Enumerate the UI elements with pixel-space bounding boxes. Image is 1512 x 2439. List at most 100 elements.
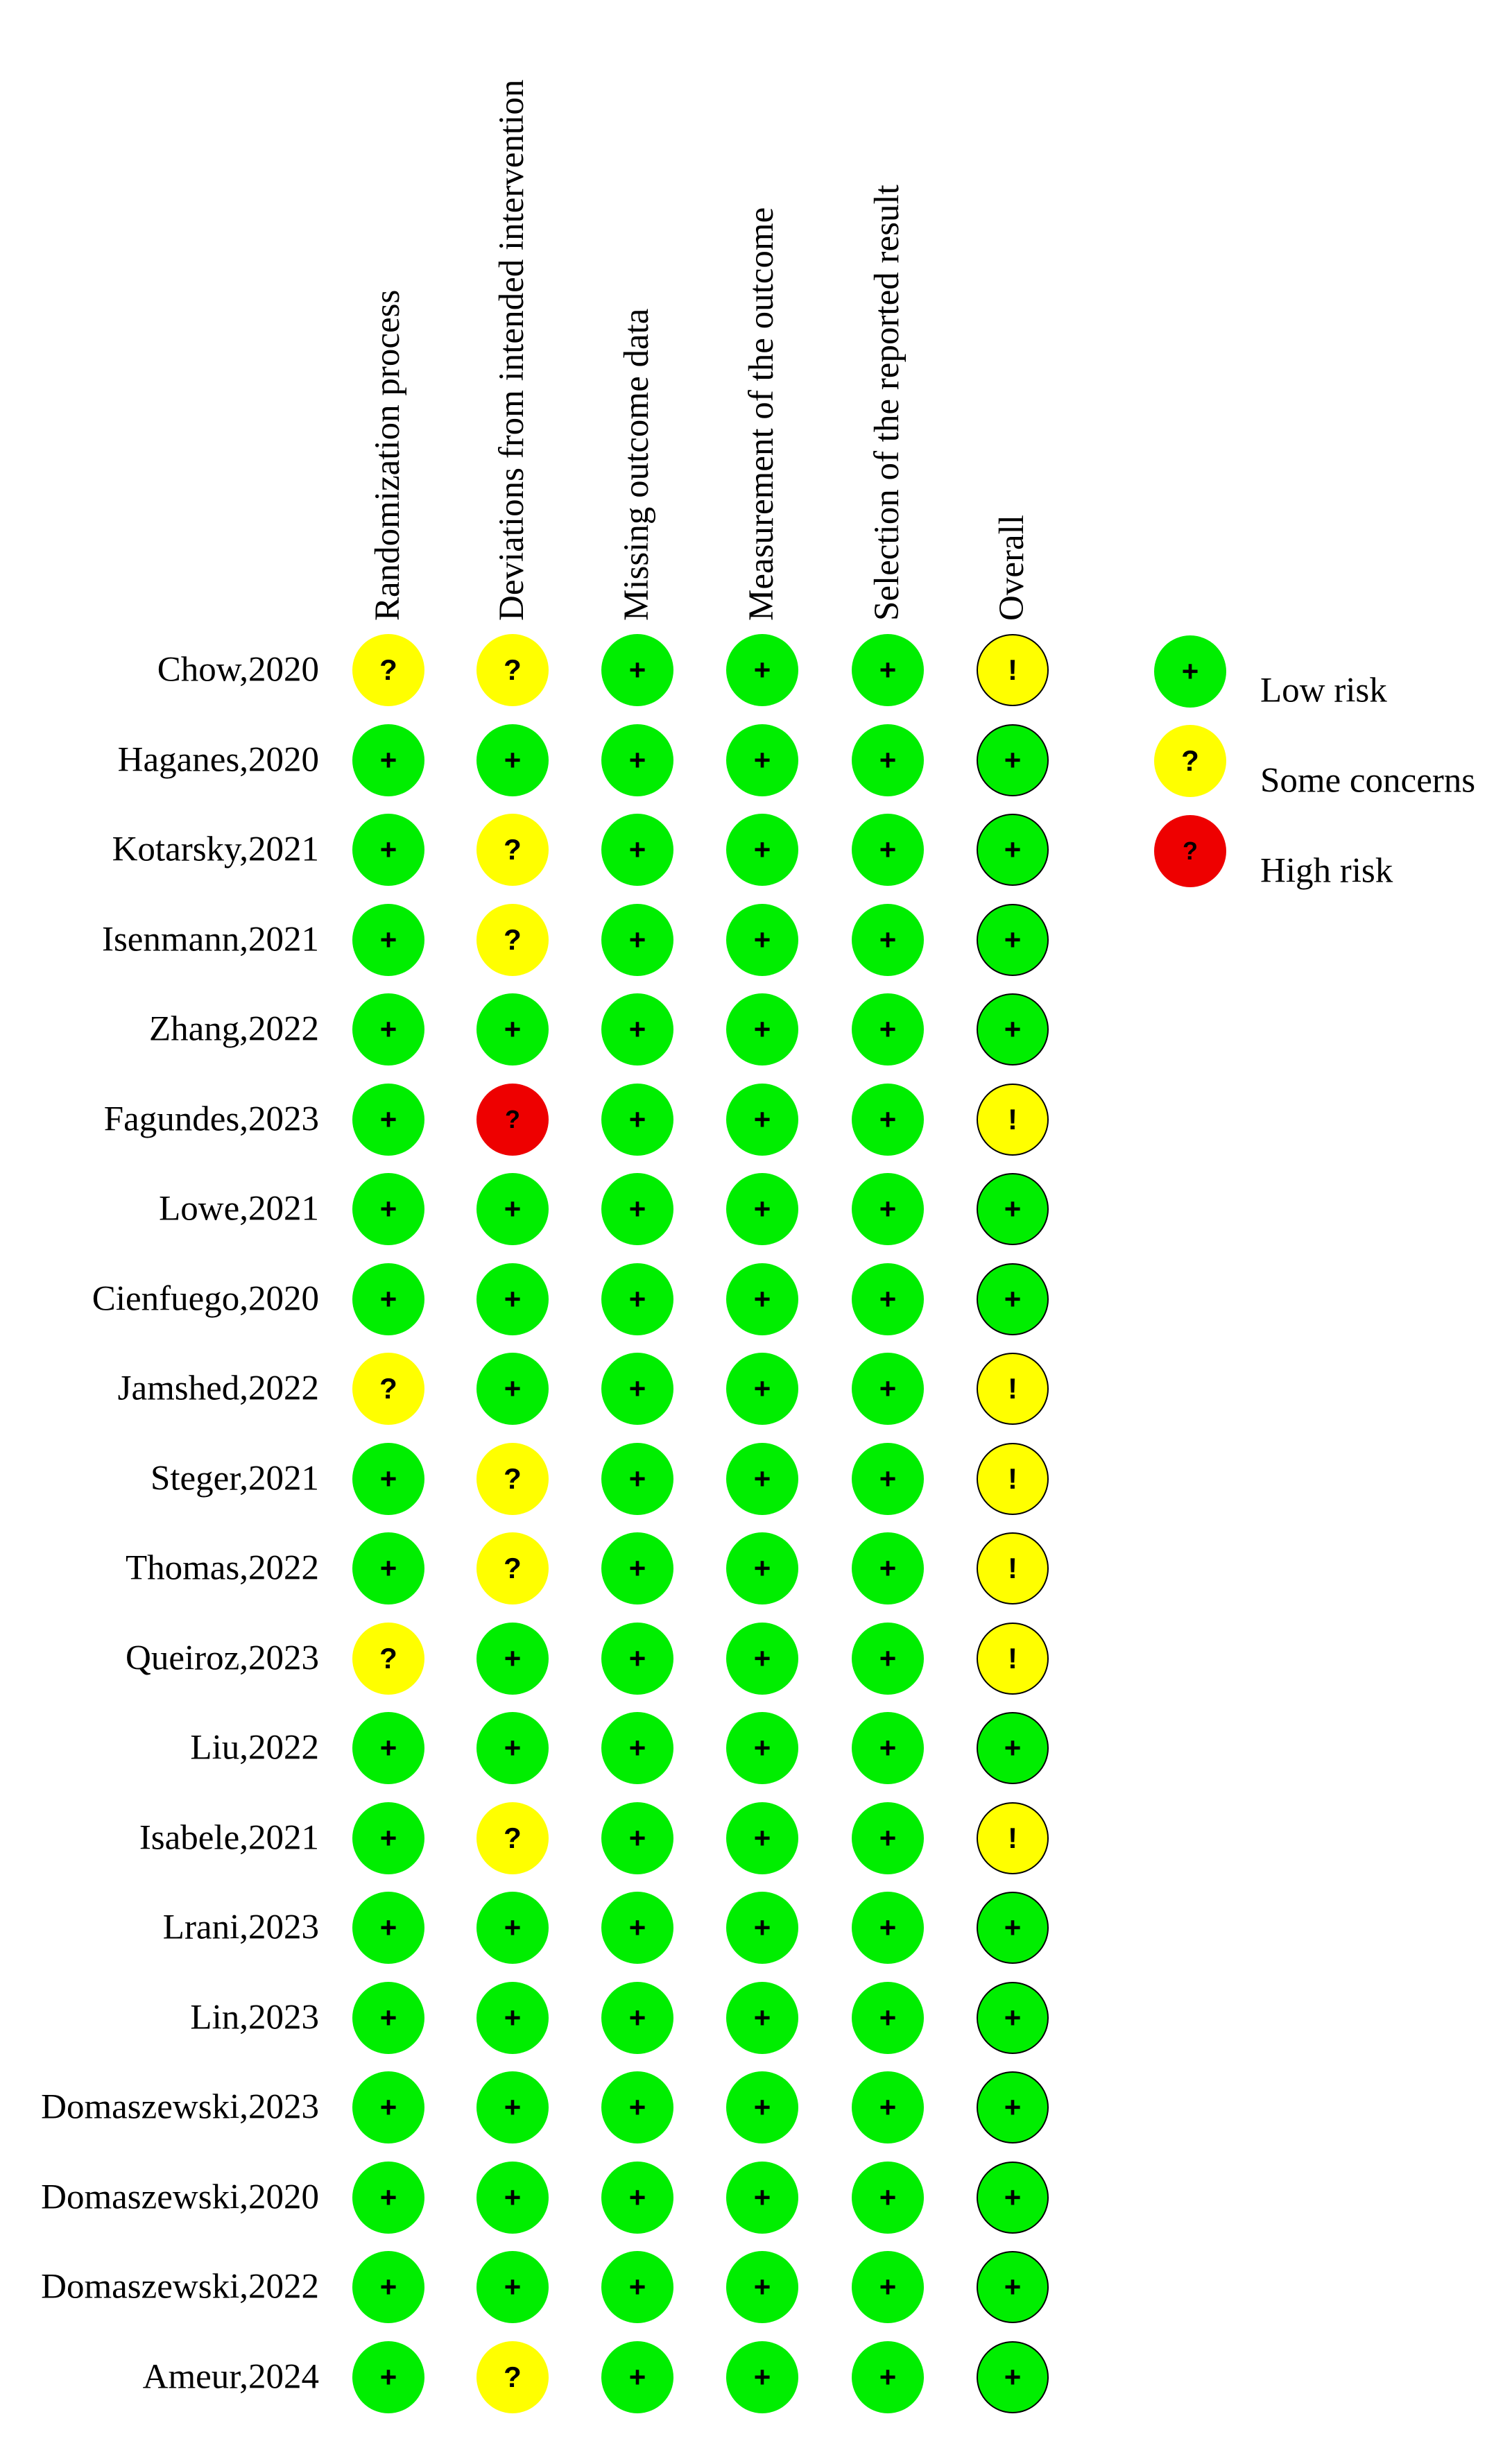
study-label: Lrani,2023 — [162, 1908, 319, 1947]
judgement-low-icon: + — [726, 1353, 798, 1425]
judgement-low-icon: + — [352, 814, 424, 886]
judgement-low-icon: + — [352, 1083, 424, 1156]
judgement-some-icon: ? — [352, 1622, 424, 1695]
judgement-low-icon: + — [352, 2340, 424, 2413]
judgement-low-icon: + — [852, 814, 924, 886]
legend-label: Low risk — [1260, 671, 1387, 710]
judgement-low-icon: + — [726, 724, 798, 796]
judgement-low-icon: + — [601, 1712, 673, 1784]
judgement-low-icon: + — [352, 2251, 424, 2323]
judgement-low-icon: + — [601, 1622, 673, 1695]
judgement-low-icon: + — [476, 993, 549, 1066]
judgement-low-icon: + — [601, 993, 673, 1066]
study-label: Liu,2022 — [190, 1728, 319, 1768]
judgement-low-icon: + — [476, 1263, 549, 1335]
judgement-some-icon: ! — [977, 1532, 1049, 1604]
judgement-low-icon: + — [601, 1532, 673, 1604]
judgement-some-icon: ! — [977, 634, 1049, 706]
judgement-low-icon: + — [601, 1083, 673, 1156]
judgement-high-icon: ? — [476, 1083, 549, 1156]
judgement-low-icon: + — [726, 2161, 798, 2234]
study-label: Queiroz,2023 — [125, 1638, 319, 1677]
judgement-low-icon: + — [726, 1083, 798, 1156]
judgement-low-icon: + — [852, 1802, 924, 1874]
study-label: Chow,2020 — [157, 650, 319, 690]
judgement-low-icon: + — [726, 993, 798, 1066]
judgement-low-icon: + — [601, 814, 673, 886]
judgement-low-icon: + — [476, 1353, 549, 1425]
judgement-some-icon: ! — [977, 1353, 1049, 1425]
study-label: Ameur,2024 — [142, 2357, 319, 2396]
judgement-low-icon: + — [352, 1173, 424, 1245]
study-label: Lowe,2021 — [159, 1189, 319, 1229]
judgement-low-icon: + — [601, 1173, 673, 1245]
study-label: Lin,2023 — [190, 1998, 319, 2037]
study-label: Isabele,2021 — [139, 1818, 319, 1857]
judgement-low-icon: + — [476, 2071, 549, 2143]
judgement-low-icon: + — [977, 724, 1049, 796]
study-label: Thomas,2022 — [125, 1548, 319, 1588]
judgement-low-icon: + — [476, 1981, 549, 2054]
judgement-low-icon: + — [726, 1981, 798, 2054]
judgement-low-icon: + — [852, 1442, 924, 1515]
judgement-low-icon: + — [476, 1712, 549, 1784]
legend-low-icon: + — [1154, 635, 1226, 708]
judgement-low-icon: + — [601, 1442, 673, 1515]
legend-high-icon: ? — [1154, 815, 1226, 887]
judgement-low-icon: + — [977, 2161, 1049, 2234]
judgement-low-icon: + — [352, 903, 424, 976]
judgement-low-icon: + — [852, 993, 924, 1066]
judgement-low-icon: + — [977, 814, 1049, 886]
judgement-low-icon: + — [601, 1353, 673, 1425]
judgement-some-icon: ? — [476, 903, 549, 976]
judgement-low-icon: + — [601, 2340, 673, 2413]
judgement-low-icon: + — [352, 1802, 424, 1874]
judgement-low-icon: + — [601, 1802, 673, 1874]
study-label: Cienfuego,2020 — [92, 1279, 319, 1318]
judgement-low-icon: + — [852, 2161, 924, 2234]
judgement-low-icon: + — [352, 724, 424, 796]
column-header: Deviations from intended intervention — [492, 79, 531, 621]
judgement-some-icon: ? — [352, 1353, 424, 1425]
judgement-low-icon: + — [852, 634, 924, 706]
study-label: Zhang,2022 — [148, 1009, 319, 1049]
judgement-low-icon: + — [977, 1173, 1049, 1245]
judgement-low-icon: + — [726, 1532, 798, 1604]
judgement-low-icon: + — [726, 1263, 798, 1335]
legend-label: Some concerns — [1260, 761, 1476, 801]
judgement-low-icon: + — [852, 1353, 924, 1425]
judgement-some-icon: ! — [977, 1442, 1049, 1515]
judgement-low-icon: + — [601, 2251, 673, 2323]
judgement-low-icon: + — [977, 2340, 1049, 2413]
judgement-low-icon: + — [852, 1622, 924, 1695]
judgement-low-icon: + — [601, 1263, 673, 1335]
judgement-low-icon: + — [601, 903, 673, 976]
judgement-low-icon: + — [352, 2071, 424, 2143]
judgement-low-icon: + — [352, 993, 424, 1066]
column-header: Missing outcome data — [617, 308, 656, 621]
judgement-low-icon: + — [726, 1622, 798, 1695]
judgement-low-icon: + — [726, 814, 798, 886]
judgement-some-icon: ? — [476, 814, 549, 886]
judgement-low-icon: + — [726, 2340, 798, 2413]
column-header: Randomization process — [368, 289, 407, 621]
judgement-low-icon: + — [852, 2251, 924, 2323]
judgement-low-icon: + — [352, 1442, 424, 1515]
judgement-low-icon: + — [977, 1712, 1049, 1784]
judgement-low-icon: + — [601, 634, 673, 706]
column-header: Selection of the reported result — [868, 185, 907, 621]
judgement-low-icon: + — [852, 2071, 924, 2143]
judgement-low-icon: + — [726, 1802, 798, 1874]
judgement-low-icon: + — [476, 1892, 549, 1964]
judgement-low-icon: + — [977, 993, 1049, 1066]
judgement-some-icon: ? — [476, 1532, 549, 1604]
judgement-low-icon: + — [977, 903, 1049, 976]
judgement-some-icon: ? — [476, 1802, 549, 1874]
judgement-low-icon: + — [726, 2251, 798, 2323]
judgement-low-icon: + — [726, 2071, 798, 2143]
judgement-low-icon: + — [726, 1442, 798, 1515]
study-label: Domaszewski,2023 — [41, 2087, 319, 2127]
judgement-some-icon: ! — [977, 1622, 1049, 1695]
judgement-low-icon: + — [601, 2071, 673, 2143]
judgement-some-icon: ? — [476, 2340, 549, 2413]
